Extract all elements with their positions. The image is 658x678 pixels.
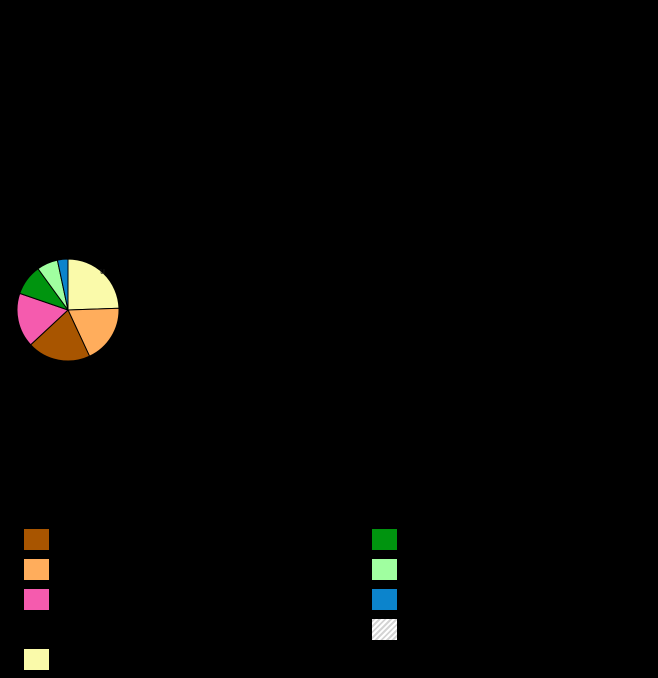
- legend-item-orange[interactable]: [24, 558, 57, 580]
- legend-item-blue[interactable]: [372, 588, 405, 610]
- pie-slice-pale-yellow[interactable]: [67, 258, 120, 311]
- legend-item-brown[interactable]: [24, 528, 57, 550]
- legend-swatch-blue: [372, 588, 397, 610]
- legend-swatch-pink: [24, 588, 49, 610]
- legend-swatch-hatch: [372, 618, 397, 640]
- legend-item-hatch[interactable]: [372, 618, 405, 640]
- legend-column-right: [372, 528, 405, 648]
- land-cover-legend: [0, 528, 658, 670]
- land-cover-pie-chart: u: [16, 258, 120, 362]
- legend-item-pale-yellow[interactable]: [24, 648, 57, 670]
- pie-slice-pink[interactable]: [16, 292, 69, 346]
- pie-chart-svg: [16, 258, 120, 362]
- pie-slice-brown[interactable]: [29, 309, 91, 362]
- pie-slice-blue[interactable]: [56, 258, 69, 311]
- legend-column-left: [24, 528, 57, 678]
- legend-item-pink[interactable]: [24, 588, 57, 610]
- legend-item-dark-green[interactable]: [372, 528, 405, 550]
- legend-swatch-dark-green: [372, 528, 397, 550]
- legend-item-light-green[interactable]: [372, 558, 405, 580]
- pie-slice-orange[interactable]: [67, 307, 120, 357]
- legend-swatch-pale-yellow: [24, 648, 49, 670]
- legend-swatch-orange: [24, 558, 49, 580]
- legend-swatch-brown: [24, 528, 49, 550]
- legend-swatch-light-green: [372, 558, 397, 580]
